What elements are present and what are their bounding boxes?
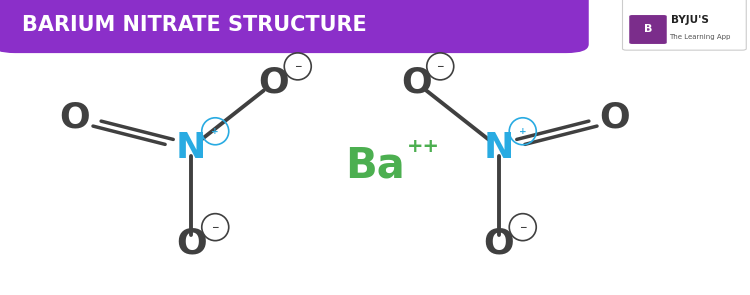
Text: O: O	[176, 226, 206, 260]
FancyBboxPatch shape	[0, 0, 589, 53]
Bar	[0, 0, 300, 32]
Text: ++: ++	[407, 137, 440, 155]
Bar	[0, 0, 585, 50]
Text: O: O	[483, 226, 514, 260]
Text: BARIUM NITRATE STRUCTURE: BARIUM NITRATE STRUCTURE	[22, 15, 368, 35]
Text: +: +	[211, 127, 219, 136]
Text: N: N	[484, 130, 514, 165]
Text: BYJU'S: BYJU'S	[670, 15, 708, 25]
Text: O: O	[60, 101, 90, 135]
Text: O: O	[258, 65, 290, 100]
Text: B: B	[644, 24, 652, 35]
Text: −: −	[519, 223, 526, 232]
Text: The Learning App: The Learning App	[669, 34, 730, 40]
Text: −: −	[436, 62, 444, 71]
Text: +: +	[519, 127, 526, 136]
FancyBboxPatch shape	[622, 0, 746, 50]
Bar	[0, 6, 75, 50]
Text: N: N	[176, 130, 206, 165]
Text: −: −	[294, 62, 302, 71]
Text: −: −	[211, 223, 219, 232]
Text: O: O	[600, 101, 630, 135]
FancyBboxPatch shape	[629, 15, 667, 44]
Text: O: O	[401, 65, 432, 100]
Text: Ba: Ba	[345, 144, 405, 186]
